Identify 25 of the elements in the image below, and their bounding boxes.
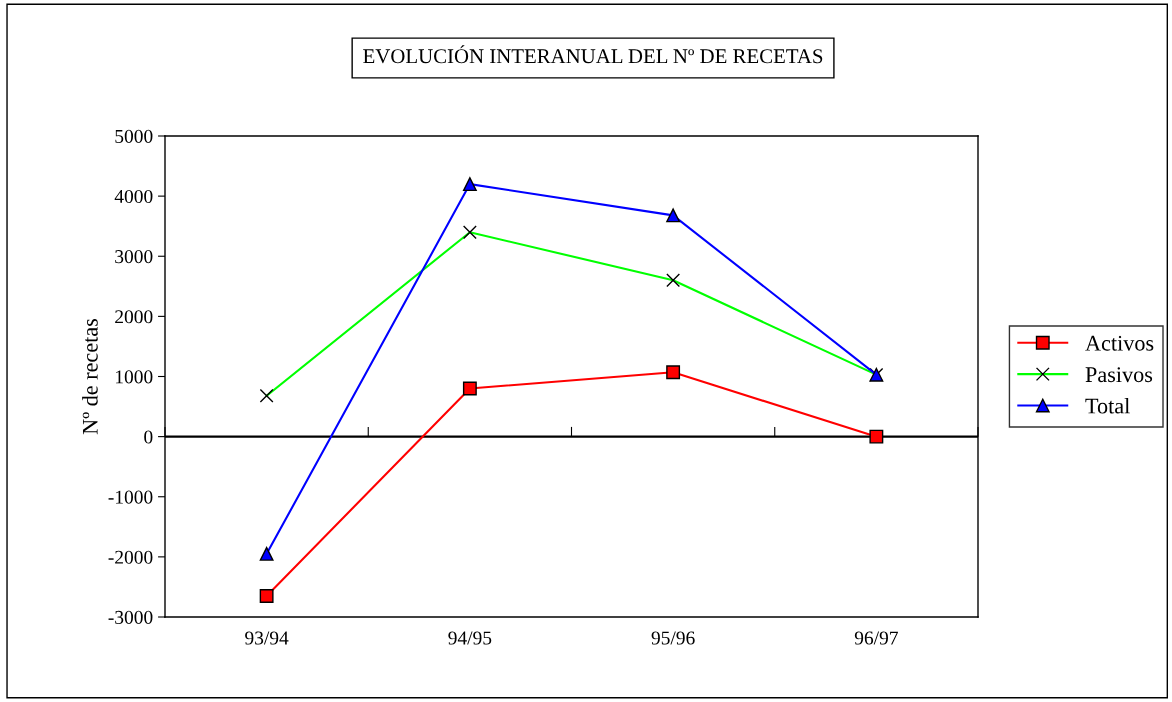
point: [259, 589, 274, 603]
point: [462, 177, 477, 192]
y-tick-label: 3000: [115, 250, 153, 264]
y-tick-label: 2000: [115, 310, 153, 324]
x-tick-label: 95/96: [651, 631, 695, 645]
point: [259, 546, 274, 561]
x-tick-label: 93/94: [245, 631, 289, 645]
y-tick-label: -3000: [108, 610, 153, 624]
y-tick-label: -1000: [108, 490, 153, 504]
legend-label: Activos: [1085, 335, 1154, 351]
chart-title: EVOLUCIÓN INTERANUAL DEL Nº DE RECETAS: [363, 45, 823, 64]
legend-label: Pasivos: [1085, 367, 1153, 383]
y-tick-label: -2000: [108, 550, 153, 564]
y-tick-label: 5000: [115, 129, 153, 143]
legend-label: Total: [1085, 397, 1130, 414]
point: [666, 208, 681, 223]
x-tick-label: 94/95: [448, 631, 492, 645]
y-tick-label: 4000: [114, 189, 153, 204]
y-axis-title: Nº de recetas: [82, 318, 98, 435]
y-tick-label: 0: [144, 430, 153, 444]
point: [869, 429, 884, 444]
point: [462, 381, 477, 396]
y-tick-label: 1000: [116, 370, 153, 384]
point: [666, 365, 681, 380]
x-tick-label: 96/97: [854, 631, 898, 645]
